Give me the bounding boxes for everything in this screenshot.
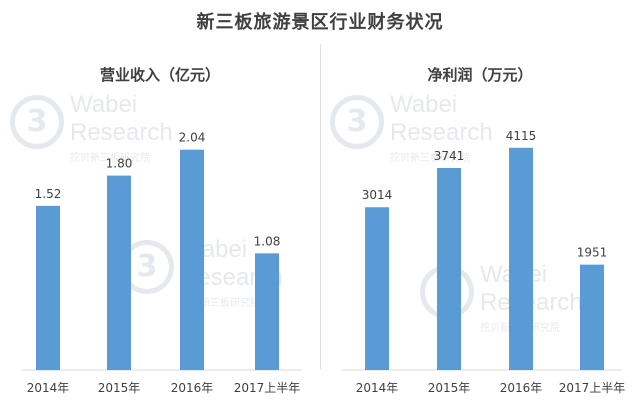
bar-2016年 xyxy=(180,149,204,370)
x-tick-label: 2016年 xyxy=(500,381,543,395)
panel-divider xyxy=(320,44,321,370)
page-title: 新三板旅游景区行业财务状况 xyxy=(196,12,444,33)
data-label: 4115 xyxy=(506,129,537,143)
bar-2014年 xyxy=(365,207,389,370)
x-tick-label: 2017上半年 xyxy=(234,381,301,395)
bar-2015年 xyxy=(107,175,131,370)
bar-2015年 xyxy=(437,167,461,370)
x-tick-label: 2014年 xyxy=(356,381,399,395)
x-tick-label: 2017上半年 xyxy=(559,381,626,395)
data-label: 3014 xyxy=(362,188,393,202)
chart-title: 净利润（万元） xyxy=(427,66,532,84)
bar-2017上半年 xyxy=(580,264,604,370)
x-tick-label: 2016年 xyxy=(171,381,214,395)
data-label: 2.04 xyxy=(179,131,206,145)
data-label: 1.80 xyxy=(106,157,133,171)
data-label: 1.08 xyxy=(254,234,281,248)
data-label: 3741 xyxy=(434,149,465,163)
x-tick-label: 2014年 xyxy=(27,381,70,395)
bar-2014年 xyxy=(36,205,60,370)
bar-2016年 xyxy=(509,147,533,370)
x-tick-label: 2015年 xyxy=(98,381,141,395)
x-tick-label: 2015年 xyxy=(428,381,471,395)
chart-title: 营业收入（亿元） xyxy=(100,66,220,84)
data-label: 1.52 xyxy=(35,187,62,201)
data-label: 1951 xyxy=(577,246,608,260)
bar-2017上半年 xyxy=(255,253,279,370)
